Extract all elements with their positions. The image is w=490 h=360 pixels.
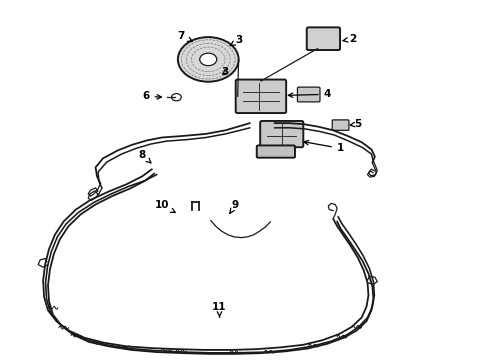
FancyBboxPatch shape xyxy=(307,27,340,50)
Text: 3: 3 xyxy=(222,67,229,77)
FancyBboxPatch shape xyxy=(332,120,349,130)
Text: 3: 3 xyxy=(230,35,243,46)
FancyBboxPatch shape xyxy=(297,87,320,102)
FancyBboxPatch shape xyxy=(260,121,303,147)
Text: 2: 2 xyxy=(343,34,356,44)
Circle shape xyxy=(178,37,239,82)
Text: 8: 8 xyxy=(139,150,151,163)
Text: 10: 10 xyxy=(154,200,175,212)
Text: 6: 6 xyxy=(143,91,161,102)
Circle shape xyxy=(200,53,217,66)
Text: 11: 11 xyxy=(212,302,227,317)
Text: 4: 4 xyxy=(289,89,331,99)
Text: 7: 7 xyxy=(177,31,192,41)
Text: 5: 5 xyxy=(350,119,361,129)
Text: 1: 1 xyxy=(304,140,344,153)
FancyBboxPatch shape xyxy=(257,145,295,158)
FancyBboxPatch shape xyxy=(236,80,286,113)
Text: 9: 9 xyxy=(230,200,239,213)
